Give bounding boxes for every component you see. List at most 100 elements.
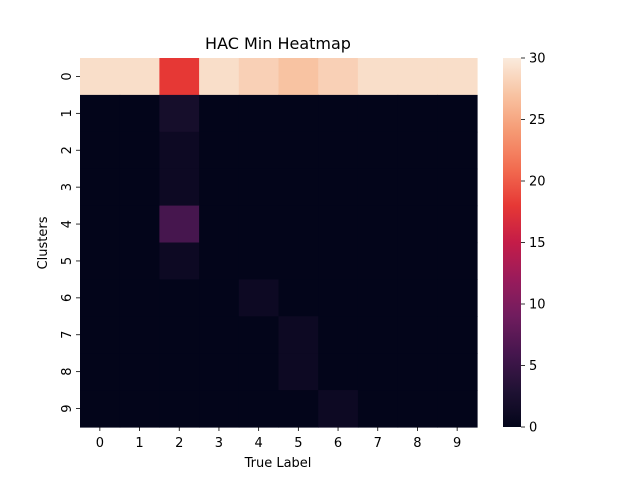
- colorbar-tick-label: 20: [529, 175, 546, 190]
- heatmap-cell: [199, 390, 240, 428]
- heatmap-cell: [357, 205, 399, 244]
- y-tick-label: 2: [60, 146, 75, 154]
- heatmap-cell: [318, 242, 359, 280]
- heatmap-cell: [397, 279, 438, 317]
- heatmap-cell: [437, 168, 478, 207]
- heatmap-cell: [397, 390, 438, 428]
- y-tick-label: 7: [60, 331, 75, 339]
- heatmap-cell: [397, 168, 438, 207]
- heatmap-cell: [159, 168, 200, 207]
- y-tick-label: 5: [60, 257, 75, 265]
- heatmap-cell: [199, 205, 240, 244]
- heatmap-cell: [119, 205, 160, 244]
- heatmap-cell: [199, 58, 240, 96]
- heatmap-cell: [238, 390, 280, 428]
- x-tick-label: 0: [96, 436, 104, 451]
- heatmap-cell: [119, 94, 160, 133]
- heatmap-cell: [119, 353, 160, 391]
- heatmap-cell: [159, 390, 200, 428]
- heatmap-cell: [357, 390, 399, 428]
- heatmap-cell: [278, 390, 319, 428]
- heatmap-cell: [278, 279, 319, 317]
- heatmap-cell: [238, 316, 280, 354]
- heatmap-cell: [238, 94, 280, 133]
- heatmap-cell: [159, 131, 200, 170]
- x-tick-label: 3: [215, 436, 223, 451]
- heatmap-cell: [199, 94, 240, 133]
- heatmap-cell: [437, 94, 478, 133]
- y-tick-label: 8: [60, 368, 75, 376]
- heatmap-cell: [318, 58, 359, 96]
- colorbar-tick-label: 10: [529, 298, 546, 313]
- heatmap-cell: [318, 131, 359, 170]
- heatmap-cell: [357, 279, 399, 317]
- heatmap-cell: [318, 316, 359, 354]
- heatmap-cell: [318, 168, 359, 207]
- heatmap-cell: [318, 94, 359, 133]
- heatmap-cell: [357, 242, 399, 280]
- heatmap-cell: [437, 131, 478, 170]
- heatmap-cell: [318, 353, 359, 391]
- heatmap-cell: [119, 242, 160, 280]
- heatmap-cell: [238, 58, 280, 96]
- heatmap-cell: [238, 168, 280, 207]
- heatmap-cell: [80, 58, 121, 96]
- x-tick-label: 7: [374, 436, 382, 451]
- heatmap-cell: [80, 390, 121, 428]
- x-tick-label: 4: [255, 436, 263, 451]
- heatmap-cell: [159, 279, 200, 317]
- heatmap-cell: [80, 94, 121, 133]
- heatmap-cell: [397, 205, 438, 244]
- heatmap-cell: [357, 316, 399, 354]
- heatmap-cell: [159, 353, 200, 391]
- heatmap-cell: [80, 353, 121, 391]
- x-tick-label: 9: [453, 436, 461, 451]
- heatmap-cell: [199, 316, 240, 354]
- colorbar-tick-label: 15: [529, 236, 546, 251]
- heatmap-cell: [437, 242, 478, 280]
- heatmap-cell: [437, 353, 478, 391]
- heatmap-cell: [119, 316, 160, 354]
- heatmap-cell: [159, 242, 200, 280]
- heatmap-cell: [397, 94, 438, 133]
- heatmap-cell: [437, 316, 478, 354]
- heatmap-cell: [119, 131, 160, 170]
- heatmap-cell: [278, 94, 319, 133]
- heatmap-cell: [357, 58, 399, 96]
- colorbar-tick-label: 0: [529, 421, 537, 436]
- heatmap-cell: [80, 316, 121, 354]
- heatmap-cell: [80, 279, 121, 317]
- x-axis-label: True Label: [244, 456, 312, 471]
- heatmap-cell: [278, 168, 319, 207]
- heatmap-cell: [238, 279, 280, 317]
- heatmap-cell: [238, 131, 280, 170]
- heatmap-cell: [397, 131, 438, 170]
- heatmap-cell: [80, 242, 121, 280]
- heatmap-cell: [80, 168, 121, 207]
- heatmap-cell: [397, 58, 438, 96]
- heatmap-cell: [357, 94, 399, 133]
- heatmap-cell: [437, 279, 478, 317]
- heatmap-cell: [278, 242, 319, 280]
- heatmap-cell: [238, 353, 280, 391]
- heatmap-cell: [437, 390, 478, 428]
- heatmap-cell: [199, 131, 240, 170]
- heatmap-cell: [437, 205, 478, 244]
- heatmap-cell: [278, 131, 319, 170]
- heatmap-cell: [119, 58, 160, 96]
- heatmap-cell: [119, 168, 160, 207]
- y-axis-label: Clusters: [36, 216, 51, 269]
- x-tick-label: 1: [135, 436, 143, 451]
- heatmap-cell: [199, 242, 240, 280]
- x-tick-label: 6: [334, 436, 342, 451]
- colorbar-ticks: 0 5 10 15 20 25 30: [521, 52, 546, 436]
- colorbar-tick-label: 30: [529, 52, 546, 67]
- heatmap-cell: [437, 58, 478, 96]
- y-tick-label: 0: [60, 72, 75, 80]
- colorbar-tick-label: 25: [529, 113, 546, 128]
- y-tick-label: 6: [60, 294, 75, 302]
- heatmap-cell: [80, 205, 121, 244]
- heatmap-cell: [159, 58, 200, 96]
- heatmap-cell: [159, 94, 200, 133]
- y-tick-label: 3: [60, 183, 75, 191]
